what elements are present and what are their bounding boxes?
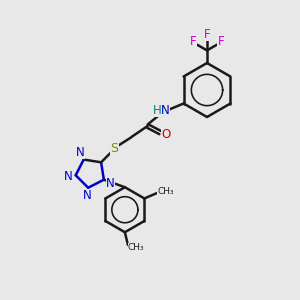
- Text: F: F: [204, 28, 210, 41]
- Text: H: H: [153, 104, 162, 117]
- Text: S: S: [111, 142, 119, 155]
- Text: F: F: [218, 35, 224, 48]
- Text: N: N: [82, 189, 91, 202]
- Text: CH₃: CH₃: [128, 243, 145, 252]
- Text: N: N: [161, 104, 170, 118]
- Text: O: O: [161, 128, 170, 142]
- Text: N: N: [64, 170, 73, 183]
- Text: N: N: [106, 177, 115, 190]
- Text: N: N: [76, 146, 85, 159]
- Text: CH₃: CH₃: [157, 188, 174, 196]
- Text: F: F: [190, 35, 196, 48]
